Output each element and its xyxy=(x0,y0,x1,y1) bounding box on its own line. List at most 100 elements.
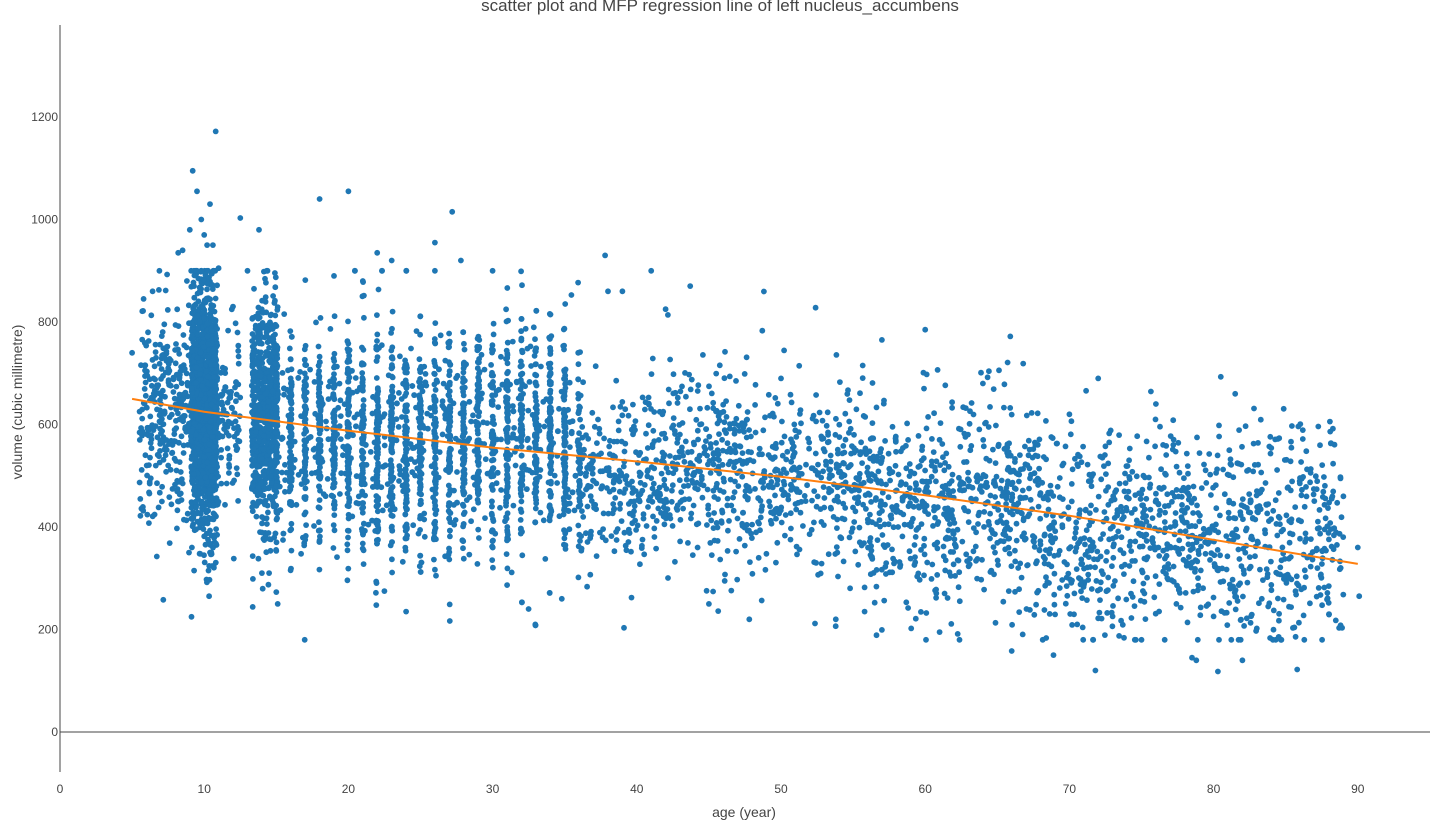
scatter-point xyxy=(397,471,404,478)
scatter-point xyxy=(556,513,563,520)
scatter-point xyxy=(258,349,264,356)
scatter-point xyxy=(188,433,194,440)
scatter-point xyxy=(165,379,172,386)
scatter-point xyxy=(263,279,269,286)
scatter-point xyxy=(566,419,573,425)
scatter-point xyxy=(201,436,208,443)
scatter-point xyxy=(201,559,208,566)
scatter-point xyxy=(199,383,205,389)
scatter-point xyxy=(273,589,280,595)
scatter-point xyxy=(511,425,517,431)
scatter-point xyxy=(250,379,257,385)
scatter-point xyxy=(337,413,344,419)
scatter-point xyxy=(136,479,143,486)
scatter-point xyxy=(199,505,205,512)
scatter-point xyxy=(389,308,396,315)
scatter-point xyxy=(266,358,273,364)
scatter-point xyxy=(297,369,303,375)
scatter-point xyxy=(577,416,583,423)
scatter-point xyxy=(253,513,260,520)
scatter-point xyxy=(215,498,222,505)
scatter-point xyxy=(160,596,167,603)
scatter-point xyxy=(503,462,510,469)
scatter-point xyxy=(359,509,366,516)
scatter-point xyxy=(504,439,511,445)
scatter-point xyxy=(488,510,495,517)
scatter-point xyxy=(235,348,242,354)
scatter-point xyxy=(460,392,467,399)
scatter-point xyxy=(189,465,196,472)
scatter-point xyxy=(262,353,269,359)
scatter-point xyxy=(518,268,524,275)
scatter-point xyxy=(259,456,265,462)
scatter-point xyxy=(489,392,496,399)
scatter-point xyxy=(204,320,211,327)
scatter-point xyxy=(202,474,209,481)
scatter-point xyxy=(344,527,351,534)
scatter-point xyxy=(432,441,439,448)
scatter-point xyxy=(152,462,159,469)
scatter-point xyxy=(237,394,244,401)
scatter-point xyxy=(505,368,511,375)
scatter-point xyxy=(208,317,215,323)
scatter-point xyxy=(208,361,215,368)
scatter-point xyxy=(267,461,273,468)
scatter-point xyxy=(345,515,352,522)
scatter-point xyxy=(189,544,195,551)
scatter-point xyxy=(358,425,365,432)
scatter-point xyxy=(189,332,196,339)
scatter-point xyxy=(136,429,143,436)
scatter-point xyxy=(373,602,380,608)
scatter-point xyxy=(273,483,279,490)
scatter-point xyxy=(475,333,482,340)
scatter-point xyxy=(174,525,180,532)
scatter-point xyxy=(454,499,460,506)
scatter-point xyxy=(463,497,470,503)
scatter-point xyxy=(209,348,216,355)
scatter-point xyxy=(162,452,169,459)
scatter-point xyxy=(273,405,280,412)
scatter-point xyxy=(193,431,199,438)
scatter-point xyxy=(259,520,265,527)
scatter-point xyxy=(404,402,410,409)
scatter-point xyxy=(489,487,496,493)
scatter-point xyxy=(518,509,525,515)
scatter-point xyxy=(202,541,209,548)
scatter-point xyxy=(250,499,256,506)
scatter-point xyxy=(180,450,187,456)
scatter-point xyxy=(226,461,232,468)
scatter-point xyxy=(532,519,539,526)
scatter-point xyxy=(384,481,391,487)
scatter-point xyxy=(344,477,351,484)
scatter-point xyxy=(352,375,359,381)
scatter-point xyxy=(432,465,439,472)
scatter-point xyxy=(164,307,171,313)
scatter-point xyxy=(183,424,190,430)
scatter-point xyxy=(189,348,196,354)
scatter-point xyxy=(303,428,310,435)
scatter-point xyxy=(461,346,468,353)
scatter-point xyxy=(171,395,178,402)
scatter-point xyxy=(497,504,503,511)
scatter-point xyxy=(208,467,215,474)
scatter-point xyxy=(417,331,423,338)
scatter-point xyxy=(224,445,231,452)
scatter-point xyxy=(137,496,144,502)
scatter-point xyxy=(498,487,504,493)
scatter-point xyxy=(175,410,181,417)
scatter-point xyxy=(184,379,191,386)
scatter-point xyxy=(198,391,205,398)
scatter-point xyxy=(427,405,434,411)
scatter-point xyxy=(344,547,351,554)
scatter-point xyxy=(560,410,567,417)
scatter-point xyxy=(200,526,207,532)
scatter-point xyxy=(162,287,169,294)
scatter-point xyxy=(446,368,453,375)
scatter-point xyxy=(198,286,205,292)
scatter-point xyxy=(431,556,437,563)
scatter-point xyxy=(260,472,267,479)
scatter-point xyxy=(459,501,466,508)
scatter-point xyxy=(307,434,314,440)
scatter-point xyxy=(185,302,192,309)
scatter-point xyxy=(446,330,452,337)
